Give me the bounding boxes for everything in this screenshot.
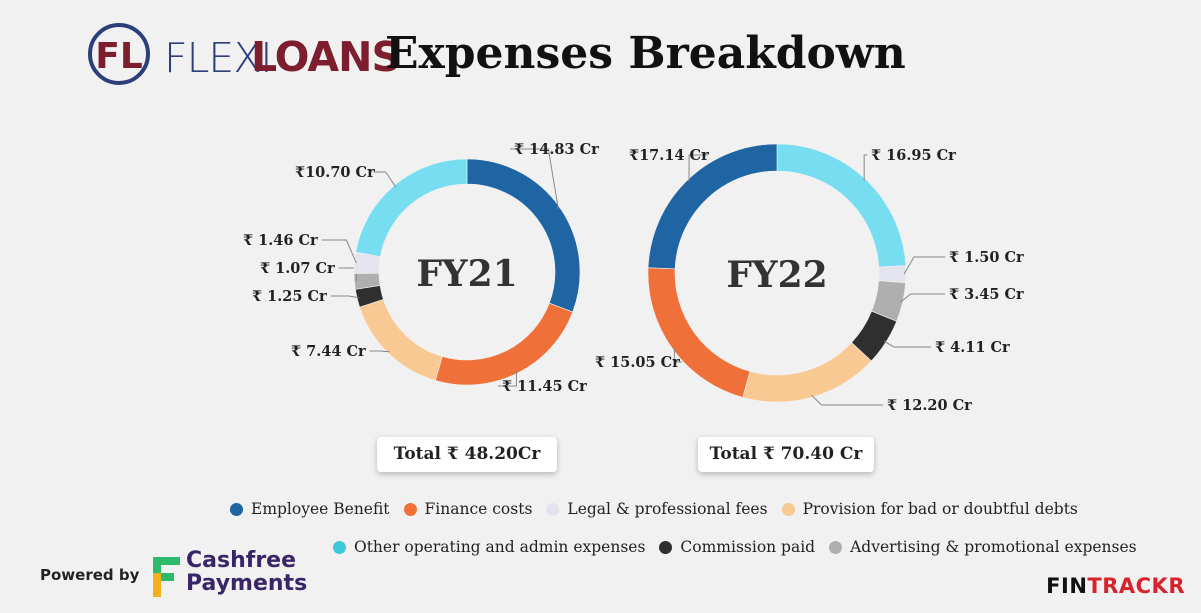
legend-swatch-provision-for-bad-or-doubtful-debts: [781, 502, 795, 516]
fintrackr-part-1: FIN: [1046, 574, 1088, 598]
fy21-slice-finance-costs: [434, 302, 574, 386]
fy22-leader-advertising-promotional-expenses: [900, 293, 945, 303]
fy22-data-label-finance-costs: ₹ 15.05 Cr: [595, 354, 680, 371]
legend-label-finance-costs: Finance costs: [424, 500, 533, 518]
legend-item-advertising-promotional-expenses: Advertising & promotional expenses: [829, 538, 1137, 556]
fy21-total-label: Total ₹ 48.20Cr: [393, 444, 541, 464]
fy21-center-label: FY21: [416, 253, 517, 295]
legend-label-other-operating-and-admin-expenses: Other operating and admin expenses: [354, 538, 646, 556]
donut-fy22: ₹ 16.95 Cr ₹ 1.50 Cr ₹ 3.45 Cr ₹ 4.11 Cr ₹ 1…: [595, 143, 1024, 414]
fy21-data-label-employee-benefit: ₹ 14.83 Cr: [514, 141, 599, 158]
legend-item-commission-paid: Commission paid: [659, 538, 815, 556]
cashfree-line-2: Payments: [186, 571, 308, 596]
fy22-data-label-commission-paid: ₹ 4.11 Cr: [935, 339, 1010, 356]
header: FL FLEXI LOANS Expenses Breakdown: [84, 22, 984, 86]
cashfree-logo-icon: [153, 557, 180, 597]
legend-label-provision-for-bad-or-doubtful-debts: Provision for bad or doubtful debts: [802, 500, 1078, 518]
fy22-leader-employee-benefit: [688, 154, 708, 182]
fy21-leader-employee-benefit: [510, 148, 559, 210]
powered-by-label: Powered by: [40, 566, 140, 584]
legend-row-1: Employee Benefit Finance costs Legal & pro…: [230, 500, 1092, 518]
fy22-total-box: Total ₹ 70.40 Cr: [698, 437, 874, 472]
fy22-total-label: Total ₹ 70.40 Cr: [709, 444, 863, 464]
fy21-data-label-advertising-promotional-expenses: ₹ 1.07 Cr: [260, 260, 335, 277]
fy21-total-box: Total ₹ 48.20Cr: [377, 437, 557, 472]
fy22-leader-finance-costs: [673, 347, 682, 363]
legend-label-commission-paid: Commission paid: [680, 538, 816, 556]
fy21-leader-provision-for-bad-or-doubtful-debts: [369, 350, 390, 353]
legend-item-finance-costs: Finance costs: [403, 500, 533, 518]
fy21-leader-finance-costs: [498, 371, 517, 387]
donut-fy21: ₹ 14.83 Cr ₹ 11.45 Cr ₹ 7.44 Cr ₹ 1.25 Cr ₹ …: [243, 141, 599, 395]
fy22-slice-legal-professional-fees: [878, 265, 907, 284]
legend-swatch-commission-paid: [659, 540, 673, 554]
legend-label-advertising-promotional-expenses: Advertising & promotional expenses: [850, 538, 1137, 556]
legend-item-other-operating-and-admin-expenses: Other operating and admin expenses: [333, 538, 645, 556]
flexiloans-logo-icon: FL: [88, 23, 150, 85]
legend-swatch-advertising-promotional-expenses: [829, 540, 843, 554]
fy21-leader-legal-professional-fees: [321, 239, 357, 264]
fy22-slice-provision-for-bad-or-doubtful-debts: [742, 342, 872, 403]
fy21-data-label-other-operating-and-admin-expenses: ₹10.70 Cr: [295, 164, 375, 181]
legend-label-employee-benefit: Employee Benefit: [251, 500, 390, 518]
fy22-data-label-employee-benefit: ₹17.14 Cr: [629, 147, 709, 164]
legend-label-legal-professional-fees: Legal & professional fees: [567, 500, 768, 518]
legend-swatch-employee-benefit: [230, 502, 243, 516]
fintrackr-logo: FINTRACKR: [1046, 574, 1185, 598]
legend-swatch-legal-professional-fees: [546, 502, 560, 516]
legend-item-provision-for-bad-or-doubtful-debts: Provision for bad or doubtful debts: [781, 500, 1078, 518]
fy21-data-label-legal-professional-fees: ₹ 1.46 Cr: [243, 232, 318, 249]
brand-name-loans: LOANS: [251, 33, 401, 81]
logo-monogram: FL: [95, 36, 143, 77]
fy21-data-label-commission-paid: ₹ 1.25 Cr: [252, 288, 327, 305]
fy21-slice-provision-for-bad-or-doubtful-debts: [359, 299, 443, 381]
fy22-leader-other-operating-and-admin-expenses: [863, 154, 867, 181]
legend-row-2: Other operating and admin expenses Commis…: [333, 538, 1151, 556]
fy22-slice-employee-benefit: [647, 143, 778, 270]
legend-swatch-other-operating-and-admin-expenses: [333, 540, 346, 554]
fy22-data-label-advertising-promotional-expenses: ₹ 3.45 Cr: [949, 286, 1024, 303]
cashfree-wordmark: Cashfree Payments: [186, 549, 307, 595]
fy22-data-label-provision-for-bad-or-doubtful-debts: ₹ 12.20 Cr: [887, 397, 972, 414]
fy22-leader-legal-professional-fees: [903, 256, 945, 275]
fy22-center-label: FY22: [726, 254, 827, 296]
legend-swatch-finance-costs: [403, 502, 417, 516]
fy22-leader-commission-paid: [883, 340, 931, 348]
fy21-leader-commission-paid: [330, 295, 360, 299]
fy22-data-label-other-operating-and-admin-expenses: ₹ 16.95 Cr: [871, 147, 956, 164]
fy21-slice-other-operating-and-admin-expenses: [355, 158, 468, 257]
legend-item-legal-professional-fees: Legal & professional fees: [546, 500, 768, 518]
fy21-data-label-finance-costs: ₹ 11.45 Cr: [502, 378, 587, 395]
fy21-leader-other-operating-and-admin-expenses: [373, 171, 397, 188]
legend-item-employee-benefit: Employee Benefit: [230, 500, 390, 518]
fy22-data-label-legal-professional-fees: ₹ 1.50 Cr: [949, 249, 1024, 266]
brand-name-flexi: FLEXI: [164, 34, 273, 82]
fintrackr-part-2: TRACKR: [1087, 574, 1185, 598]
cashfree-line-1: Cashfree: [186, 548, 297, 573]
fy22-leader-provision-for-bad-or-doubtful-debts: [811, 394, 883, 406]
fy21-data-label-provision-for-bad-or-doubtful-debts: ₹ 7.44 Cr: [291, 343, 366, 360]
page-title: Expenses Breakdown: [385, 28, 906, 79]
